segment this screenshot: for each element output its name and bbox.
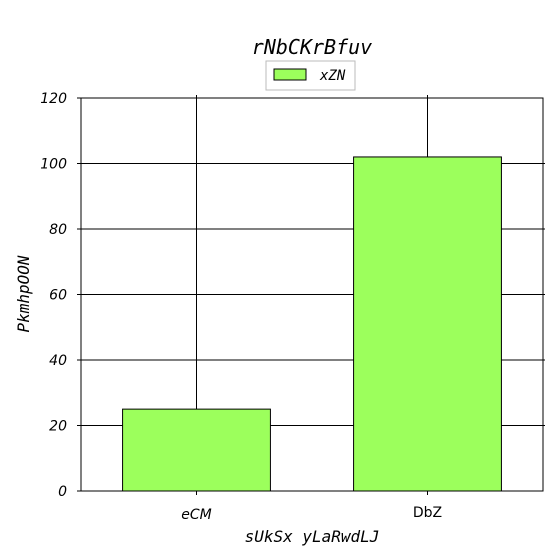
legend-swatch: [273, 68, 307, 81]
y-tick-label: 120: [40, 91, 67, 107]
y-tick-label: 20: [49, 419, 67, 435]
y-tick-label: 100: [40, 157, 67, 173]
bar-eCM: [122, 408, 271, 492]
chart-title: rNbCKrBfuv: [252, 35, 372, 59]
x-axis-label: sUkSx yLaRwdLJ: [245, 527, 380, 546]
y-axis-ticks: 0 20 40 60 80 100 120: [40, 91, 81, 500]
y-tick-label: 0: [58, 484, 67, 500]
plot-frame: [80, 97, 544, 492]
legend: xZN: [265, 60, 356, 91]
y-axis-label: PkmhpOON: [14, 255, 33, 332]
legend-label: xZN: [319, 68, 346, 84]
y-tick-label: 40: [49, 353, 67, 369]
bars-group: [122, 156, 502, 492]
y-tick-label: 80: [49, 222, 67, 238]
x-axis-ticks: eCM DbZ: [181, 491, 442, 523]
bar-DbZ: [353, 156, 502, 492]
y-tick-label: 60: [49, 288, 67, 304]
x-tick-label: DbZ: [413, 505, 442, 521]
x-tick-label: eCM: [181, 507, 211, 523]
